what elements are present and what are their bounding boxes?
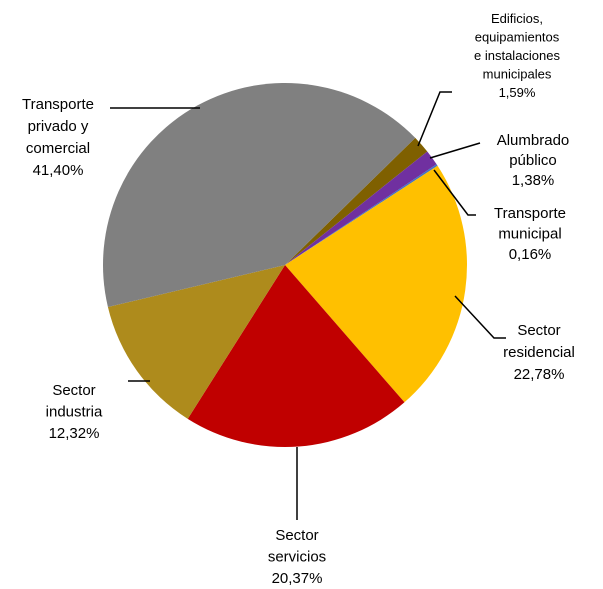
slice-label: Alumbrado público bbox=[497, 132, 570, 169]
pie-slice bbox=[285, 151, 437, 265]
pie-slice bbox=[187, 265, 405, 448]
leader-line bbox=[433, 169, 476, 216]
pie bbox=[102, 82, 468, 448]
slice-label: Sector servicios bbox=[268, 527, 326, 566]
slice-label: Sector residencial bbox=[503, 322, 575, 361]
pie-slice bbox=[102, 82, 416, 307]
leader-line bbox=[417, 91, 452, 147]
value-label: 0,16% bbox=[509, 246, 552, 263]
value-label: 22,78% bbox=[514, 366, 565, 383]
value-label: 12,32% bbox=[49, 425, 100, 442]
pie-slice bbox=[285, 164, 438, 265]
slice-label: Transporte privado y comercial bbox=[22, 96, 94, 157]
value-label: 1,38% bbox=[512, 172, 555, 189]
slice-label: Edificios, equipamientos e instalaciones mu… bbox=[474, 11, 560, 82]
slice-label: Transporte municipal bbox=[494, 205, 566, 243]
value-label: 20,37% bbox=[272, 570, 323, 587]
leader-line bbox=[429, 142, 481, 159]
slice-label: Sector industria bbox=[46, 382, 103, 421]
pie-slice bbox=[285, 165, 468, 403]
value-label: 1,59% bbox=[499, 85, 536, 100]
value-label: 41,40% bbox=[33, 162, 84, 179]
leader-line bbox=[454, 295, 506, 339]
pie-slice bbox=[107, 265, 285, 419]
pie-slice bbox=[285, 137, 428, 265]
